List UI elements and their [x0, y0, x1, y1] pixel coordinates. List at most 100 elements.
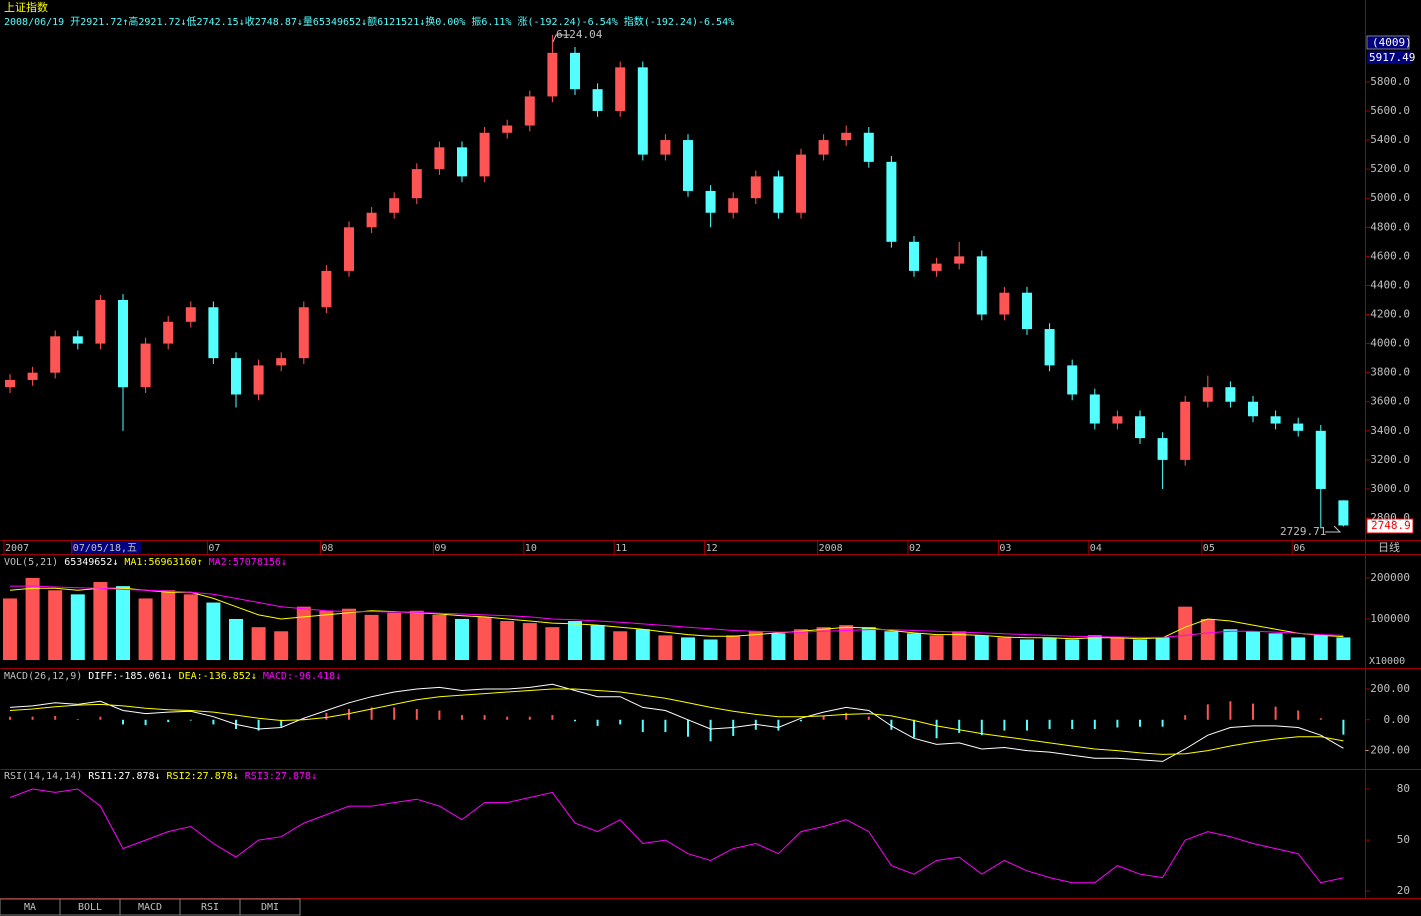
- candle-body: [841, 132, 852, 141]
- candle-body: [637, 67, 648, 155]
- legend-item: MACD(26,12,9): [4, 671, 82, 682]
- volume-bar: [590, 625, 605, 660]
- volume-bar: [545, 627, 560, 660]
- candle-body: [366, 212, 377, 228]
- rsi-line: [9, 788, 1344, 884]
- volume-bar: [1110, 637, 1125, 660]
- candle-body: [683, 140, 693, 191]
- volume-bar: [93, 582, 108, 660]
- volume-bar: [1223, 629, 1238, 660]
- candle-body: [1202, 387, 1213, 402]
- volume-bar: [952, 631, 967, 660]
- volume-bar: [1042, 637, 1057, 660]
- candle-body: [909, 241, 919, 271]
- volume-bar: [251, 627, 266, 660]
- tab-label: MA: [24, 902, 36, 913]
- tab-label: BOLL: [78, 902, 102, 913]
- candle-body: [1225, 387, 1236, 402]
- volume-bar: [500, 621, 515, 660]
- y-tick-label: 5600.0: [1370, 104, 1410, 117]
- y-tick-label: 3400.0: [1370, 424, 1410, 437]
- volume-bar: [1178, 606, 1193, 660]
- candle-body: [1157, 438, 1168, 460]
- y-tick-label: 4600.0: [1370, 249, 1410, 262]
- candle-body: [728, 198, 739, 213]
- legend-item: DEA:-136.852↓: [179, 671, 257, 682]
- x-tick-label: 08: [321, 543, 333, 554]
- volume-bar: [342, 608, 356, 660]
- volume-bar: [387, 612, 402, 660]
- volume-bar: [409, 610, 424, 660]
- candle-body: [479, 132, 490, 177]
- volume-bar: [432, 614, 447, 660]
- volume-bar: [274, 631, 289, 660]
- y-tick-label: 3000.0: [1370, 482, 1410, 495]
- candle-body: [1067, 365, 1078, 395]
- volume-bar: [183, 594, 198, 660]
- legend-item: RSI2:27.878↓: [167, 771, 239, 782]
- candle-body: [1089, 394, 1100, 424]
- volume-bar: [771, 633, 786, 660]
- candle-body: [796, 154, 806, 213]
- candle-body: [1315, 430, 1326, 489]
- candle-body: [5, 379, 15, 388]
- volume-bar: [3, 598, 17, 660]
- candle-body: [1338, 500, 1349, 526]
- candle-body: [50, 336, 61, 373]
- x-tick-label: 07/05/18,五: [73, 543, 137, 554]
- tab-label: MACD: [138, 902, 162, 913]
- volume-bar: [658, 635, 673, 660]
- volume-ma-line: [9, 587, 1344, 640]
- volume-bar: [816, 627, 831, 660]
- x-tick-label: 10: [525, 543, 537, 554]
- macd-line: [9, 683, 1344, 762]
- y-tick-label: 5400.0: [1370, 133, 1410, 146]
- high-annotation: 6124.04: [556, 28, 603, 41]
- y-tick-label: -200.00: [1364, 744, 1410, 757]
- candle-body: [502, 125, 513, 133]
- volume-bar: [1291, 637, 1306, 660]
- price-box: [1367, 51, 1412, 64]
- tab-label: DMI: [261, 902, 279, 913]
- candle-body: [1112, 416, 1123, 424]
- cursor-date-box: [70, 542, 141, 553]
- y-tick-label: 100000: [1370, 612, 1410, 625]
- candle-body: [863, 132, 874, 162]
- candle-body: [1270, 416, 1281, 424]
- volume-bar: [319, 610, 334, 660]
- volume-bar: [1268, 633, 1283, 660]
- x-tick-label: 02: [909, 543, 921, 554]
- volume-bar: [681, 637, 695, 660]
- candle-body: [253, 365, 264, 395]
- candle-body: [547, 52, 558, 97]
- legend-item: 65349652↓: [64, 557, 118, 568]
- volume-bar: [884, 631, 899, 660]
- x-tick-label: 04: [1090, 543, 1102, 554]
- candle-body: [1180, 401, 1191, 460]
- volume-bar: [1020, 639, 1034, 660]
- tab-bar: MA BOLL MACD RSI DMI: [0, 898, 301, 916]
- tab[interactable]: [239, 898, 301, 916]
- candle-body: [976, 256, 987, 315]
- y-tick-label: 5000.0: [1370, 191, 1410, 204]
- candle-body: [660, 140, 671, 155]
- volume-bar: [997, 637, 1012, 660]
- candle-body: [773, 176, 784, 213]
- volume-bar: [25, 577, 40, 660]
- volume-bar: [613, 631, 628, 660]
- legend-item: RSI(14,14,14): [4, 771, 82, 782]
- y-tick-label: 20: [1397, 884, 1410, 897]
- candle-body: [1248, 401, 1258, 417]
- y-tick-label: 80: [1397, 782, 1410, 795]
- volume-bar: [1336, 637, 1351, 660]
- annotation-pointer: [1325, 525, 1342, 533]
- candle-body: [118, 299, 128, 388]
- candle-body: [27, 372, 38, 380]
- quote-info: 2008/06/19 开2921.72↑高2921.72↓低2742.15↓收2…: [4, 15, 734, 28]
- legend-item: RSI3:27.878↓: [245, 771, 317, 782]
- candle-body: [886, 161, 897, 242]
- volume-bar: [635, 629, 650, 660]
- candle-body: [95, 299, 106, 344]
- macd-line: [9, 688, 1344, 755]
- volume-bar: [748, 631, 763, 660]
